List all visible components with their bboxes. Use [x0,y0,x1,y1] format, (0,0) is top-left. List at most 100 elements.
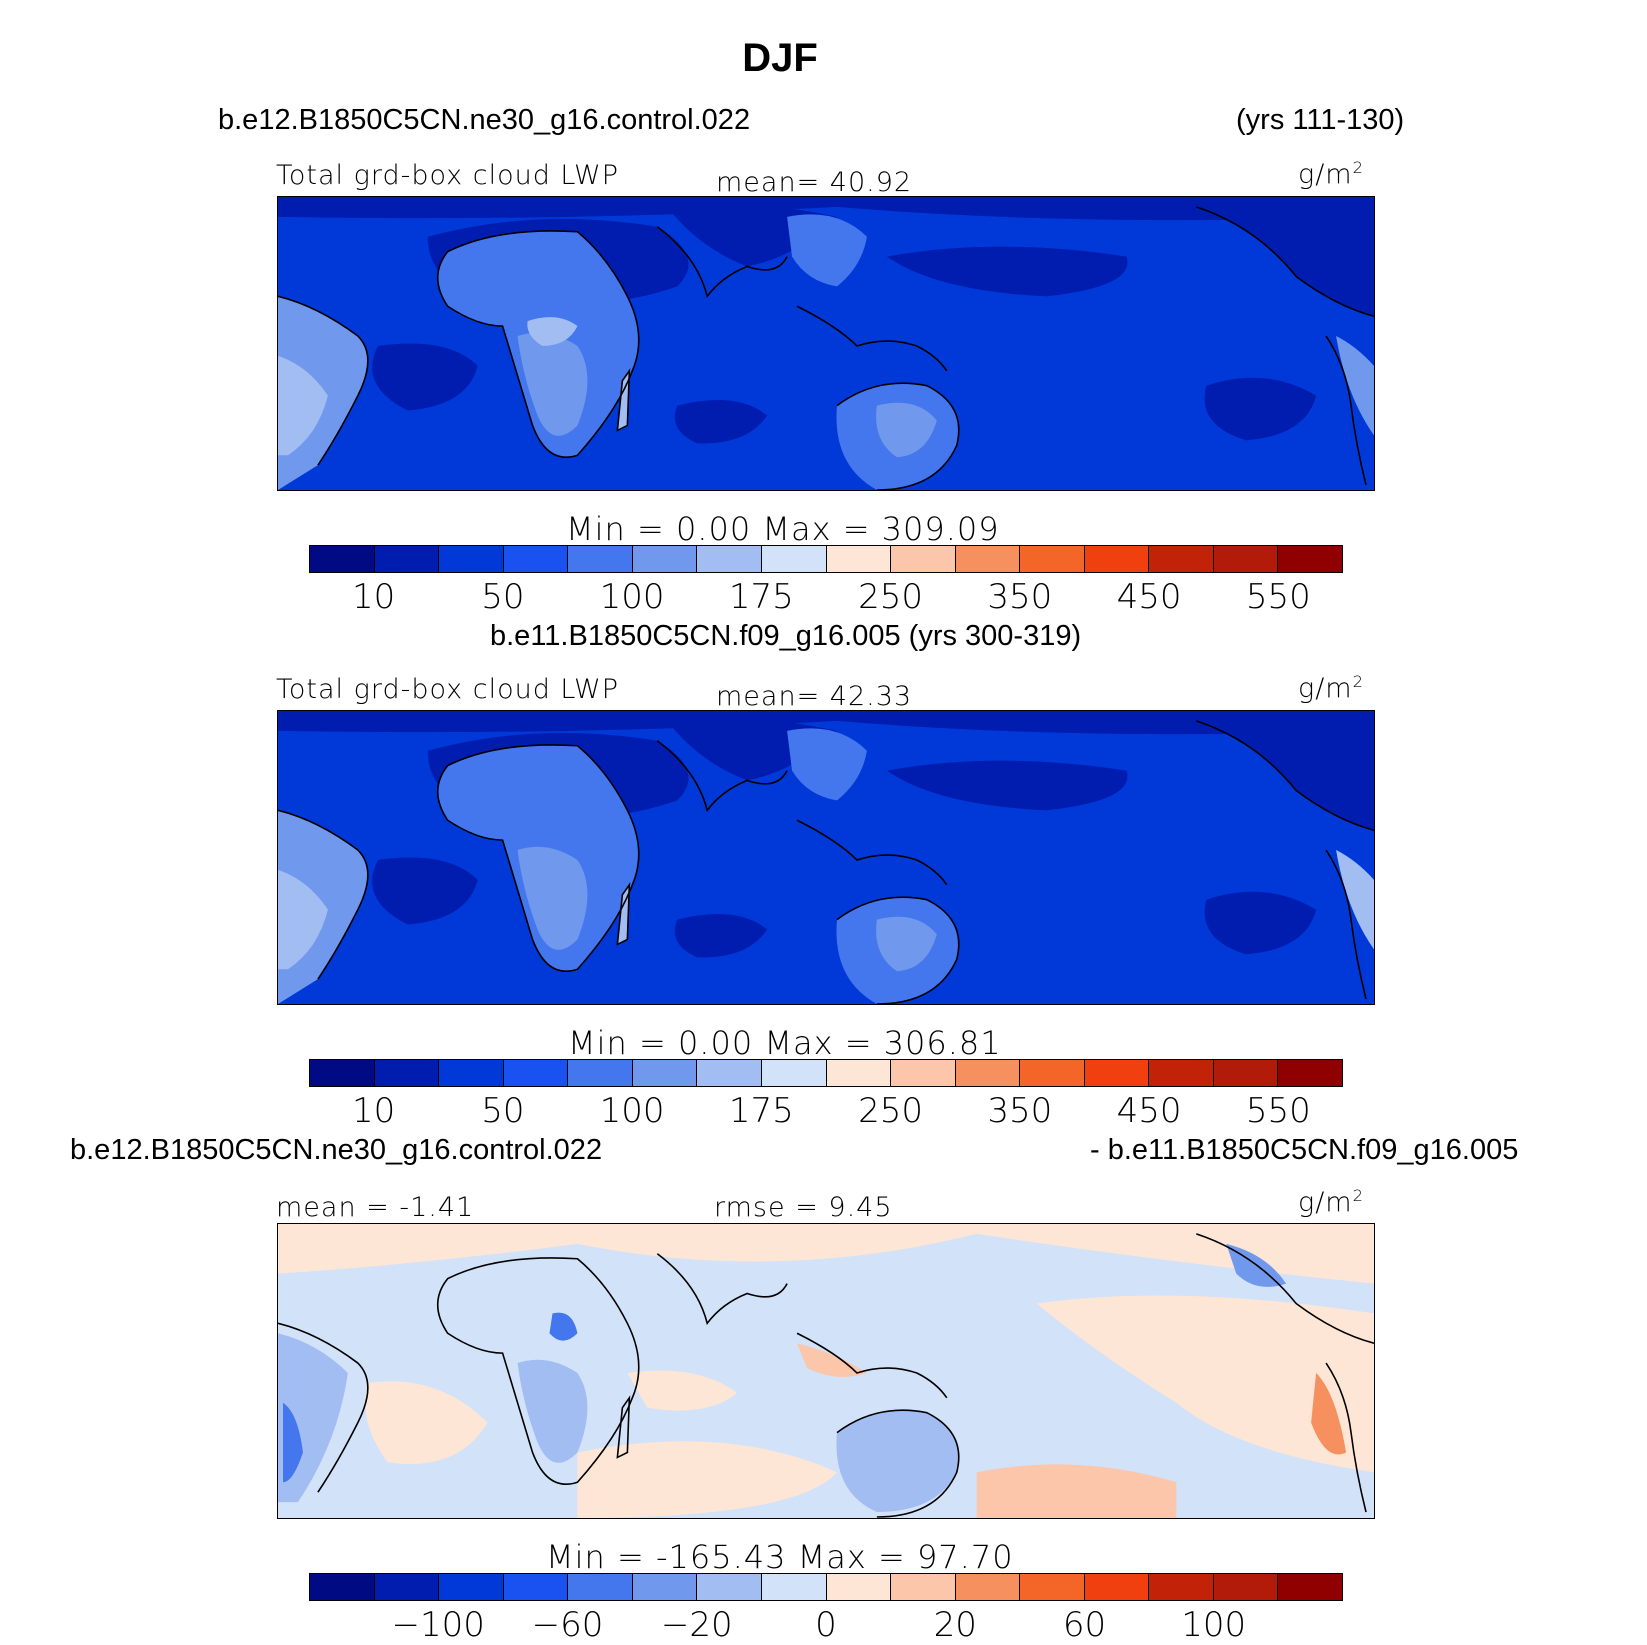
colorbar-tick-label: 60 [1062,1605,1107,1645]
panel2-map [277,710,1375,1005]
panel3-rmse-label: rmse = 9.45 [714,1192,893,1223]
colorbar-segment-0 [310,1574,375,1600]
central-america-land [1196,197,1374,317]
epac-positive-region [1036,1295,1374,1473]
colorbar-segment-10 [955,1060,1021,1086]
colorbar-tick-label: −60 [531,1605,604,1645]
australia-light [876,916,937,972]
colorbar-segment-6 [697,1060,762,1086]
colorbar-segment-14 [1213,1060,1279,1086]
colorbar-segment-5 [632,1574,698,1600]
australia-negative [836,1410,959,1513]
panel3-units-label: g/m2 [1298,1186,1364,1218]
colorbar-tick-label: 100 [599,577,665,617]
figure-title: DJF [742,36,818,80]
colorbar-segment-4 [568,1574,633,1600]
colorbar-tick-label: 100 [599,1091,665,1131]
panel1-colorbar [309,545,1343,573]
colorbar-segment-10 [955,546,1021,572]
colorbar-segment-8 [826,1060,892,1086]
colorbar-segment-2 [439,1060,504,1086]
panel1-mean-label: mean= 40.92 [716,167,913,198]
colorbar-tick-label: 250 [858,577,924,617]
panel3-colorbar [309,1573,1343,1601]
colorbar-tick-label: −20 [660,1605,733,1645]
colorbar-tick-label: 10 [351,1091,396,1131]
colorbar-segment-3 [503,1574,569,1600]
south-america-light [278,869,328,970]
colorbar-tick-label: 20 [933,1605,977,1645]
panel3-mean-label: mean = -1.41 [276,1192,475,1223]
colorbar-segment-14 [1213,1574,1279,1600]
colorbar-segment-4 [568,546,633,572]
sio-dark-region [674,913,768,958]
colorbar-segment-8 [826,1574,892,1600]
indian-ocean-positive [627,1370,738,1411]
central-america-land [1196,711,1374,831]
npac-dark-region [886,760,1128,811]
colorbar-segment-15 [1278,546,1342,572]
panel3-minmax-label: Min = -165.43 Max = 97.70 [546,1538,1014,1576]
south-africa-light [517,846,588,950]
spac-dark-region [1204,377,1317,441]
colorbar-segment-3 [503,1060,569,1086]
spac-dark-region [1204,891,1317,955]
andes-light [1336,850,1374,950]
panel1-units-label: g/m2 [1298,158,1364,190]
colorbar-tick-label: 450 [1116,577,1182,617]
panel2-minmax-label: Min = 0.00 Max = 306.81 [568,1024,1002,1062]
colorbar-tick-label: −100 [391,1605,485,1645]
colorbar-tick-label: 50 [481,1091,525,1131]
coastlines [278,720,1374,1004]
colorbar-segment-5 [632,1060,698,1086]
colorbar-segment-9 [891,546,956,572]
colorbar-tick-label: 350 [987,577,1053,617]
panel1-map [277,196,1375,491]
colorbar-tick-label: 0 [815,1605,837,1645]
colorbar-tick-label: 550 [1245,577,1311,617]
colorbar-tick-label: 175 [728,577,794,617]
east-asia-land [787,728,867,801]
colorbar-segment-15 [1278,1060,1342,1086]
top-positive-band [278,1224,1374,1284]
satl-dark-region [372,857,478,925]
colorbar-segment-1 [374,1060,440,1086]
colorbar-tick-label: 350 [987,1091,1053,1131]
colorbar-segment-11 [1020,1060,1085,1086]
colorbar-tick-label: 100 [1181,1605,1247,1645]
colorbar-segment-13 [1149,1574,1214,1600]
sam-strong-negative [282,1402,303,1483]
colorbar-segment-3 [503,546,569,572]
sio-positive-band [577,1441,837,1518]
panel1-minmax-label: Min = 0.00 Max = 309.09 [566,510,1000,548]
npac-dark-region [886,246,1128,297]
colorbar-segment-0 [310,546,375,572]
colorbar-segment-2 [439,1574,504,1600]
colorbar-segment-1 [374,546,440,572]
africa-negative [517,1359,588,1463]
spac-positive-region [976,1464,1177,1518]
colorbar-segment-7 [761,1574,827,1600]
top-dark-band [278,711,1374,735]
colorbar-segment-4 [568,1060,633,1086]
colorbar-segment-11 [1020,1574,1085,1600]
panel3-case-left-label: b.e12.B1850C5CN.ne30_g16.control.022 [70,1134,603,1166]
colorbar-segment-5 [632,546,698,572]
panel2-units-label: g/m2 [1298,672,1364,704]
south-america-light [278,355,328,456]
east-asia-land [787,214,867,287]
colorbar-tick-label: 175 [728,1091,794,1131]
panel2-mean-label: mean= 42.33 [716,681,913,712]
colorbar-segment-0 [310,1060,375,1086]
colorbar-tick-label: 10 [351,577,396,617]
congo-light [527,317,578,346]
andes-light [1336,336,1374,436]
colorbar-segment-12 [1084,1060,1150,1086]
colorbar-segment-6 [697,1574,762,1600]
colorbar-tick-label: 550 [1245,1091,1311,1131]
colorbar-segment-14 [1213,546,1279,572]
coastlines [278,206,1374,490]
andes-positive [1311,1372,1347,1455]
colorbar-tick-label: 450 [1116,1091,1182,1131]
colorbar-tick-label: 50 [481,577,525,617]
